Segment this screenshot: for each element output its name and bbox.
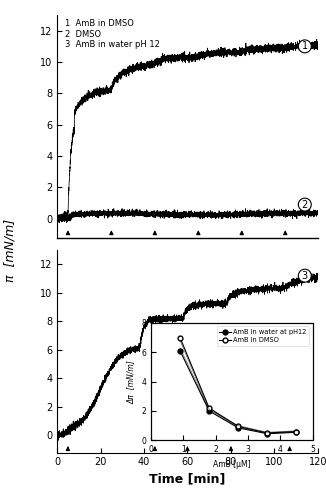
X-axis label: Time [min]: Time [min]: [149, 473, 226, 486]
Text: π  [mN/m]: π [mN/m]: [3, 218, 16, 282]
Text: 3: 3: [302, 270, 308, 280]
Text: 1: 1: [302, 42, 308, 51]
Text: 1  AmB in DMSO
2  DMSO
3  AmB in water pH 12: 1 AmB in DMSO 2 DMSO 3 AmB in water pH 1…: [65, 20, 160, 50]
Text: 2: 2: [302, 200, 308, 209]
